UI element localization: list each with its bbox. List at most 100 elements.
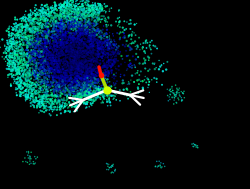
Point: [32, 57, 36, 60]
Point: [69, 50, 73, 53]
Point: [77, 5, 81, 8]
Point: [120, 26, 124, 29]
Point: [37, 53, 41, 56]
Point: [81, 84, 85, 87]
Point: [88, 63, 92, 66]
Point: [27, 54, 31, 57]
Point: [104, 66, 108, 69]
Point: [28, 66, 32, 69]
Point: [142, 57, 146, 60]
Point: [75, 77, 79, 80]
Point: [78, 17, 82, 20]
Point: [18, 91, 22, 94]
Point: [65, 20, 69, 23]
Point: [109, 53, 113, 56]
Point: [82, 74, 86, 77]
Point: [49, 66, 53, 69]
Point: [50, 76, 54, 79]
Point: [61, 13, 65, 16]
Point: [62, 82, 66, 85]
Point: [92, 11, 96, 14]
Point: [42, 72, 46, 75]
Point: [86, 94, 89, 98]
Point: [64, 23, 68, 26]
Point: [43, 16, 47, 19]
Point: [36, 67, 40, 70]
Point: [122, 35, 126, 38]
Point: [64, 80, 68, 83]
Point: [55, 49, 59, 52]
Point: [75, 51, 79, 54]
Point: [98, 52, 102, 55]
Point: [80, 3, 84, 6]
Point: [96, 85, 100, 88]
Point: [57, 7, 61, 10]
Point: [76, 64, 80, 67]
Point: [48, 46, 52, 50]
Point: [40, 11, 44, 14]
Point: [52, 22, 56, 25]
Point: [56, 89, 60, 92]
Point: [59, 3, 63, 6]
Point: [78, 69, 82, 72]
Point: [83, 48, 87, 51]
Point: [16, 77, 20, 80]
Point: [61, 6, 65, 9]
Point: [44, 95, 48, 98]
Point: [98, 3, 102, 6]
Point: [30, 58, 34, 61]
Point: [64, 7, 68, 10]
Point: [84, 90, 87, 93]
Point: [60, 35, 64, 38]
Point: [58, 61, 62, 64]
Point: [98, 40, 102, 43]
Point: [25, 81, 29, 84]
Point: [12, 33, 16, 36]
Point: [91, 73, 95, 76]
Point: [81, 42, 85, 45]
Point: [34, 84, 38, 87]
Point: [84, 82, 87, 85]
Point: [53, 70, 57, 73]
Point: [22, 19, 26, 22]
Point: [82, 12, 86, 15]
Point: [66, 105, 70, 108]
Point: [48, 36, 52, 39]
Point: [51, 64, 55, 67]
Point: [56, 64, 60, 67]
Point: [176, 98, 180, 101]
Point: [27, 79, 31, 82]
Point: [60, 60, 64, 63]
Point: [56, 82, 60, 85]
Point: [20, 62, 24, 65]
Point: [70, 21, 74, 24]
Point: [78, 33, 82, 36]
Point: [90, 98, 94, 101]
Point: [79, 44, 83, 47]
Point: [72, 25, 76, 28]
Point: [136, 87, 140, 90]
Point: [84, 102, 88, 105]
Point: [48, 44, 52, 47]
Point: [61, 33, 65, 36]
Point: [50, 88, 54, 91]
Point: [190, 145, 194, 148]
Point: [62, 44, 66, 47]
Point: [92, 76, 96, 79]
Point: [67, 7, 71, 10]
Point: [84, 24, 87, 27]
Point: [65, 69, 69, 72]
Point: [136, 36, 140, 39]
Point: [34, 30, 38, 33]
Point: [34, 67, 38, 70]
Point: [130, 30, 134, 33]
Point: [73, 68, 77, 71]
Point: [16, 48, 20, 51]
Point: [43, 92, 47, 95]
Point: [28, 56, 32, 59]
Point: [80, 89, 84, 92]
Point: [91, 52, 95, 55]
Point: [25, 49, 29, 52]
Point: [177, 94, 181, 97]
Point: [95, 58, 99, 61]
